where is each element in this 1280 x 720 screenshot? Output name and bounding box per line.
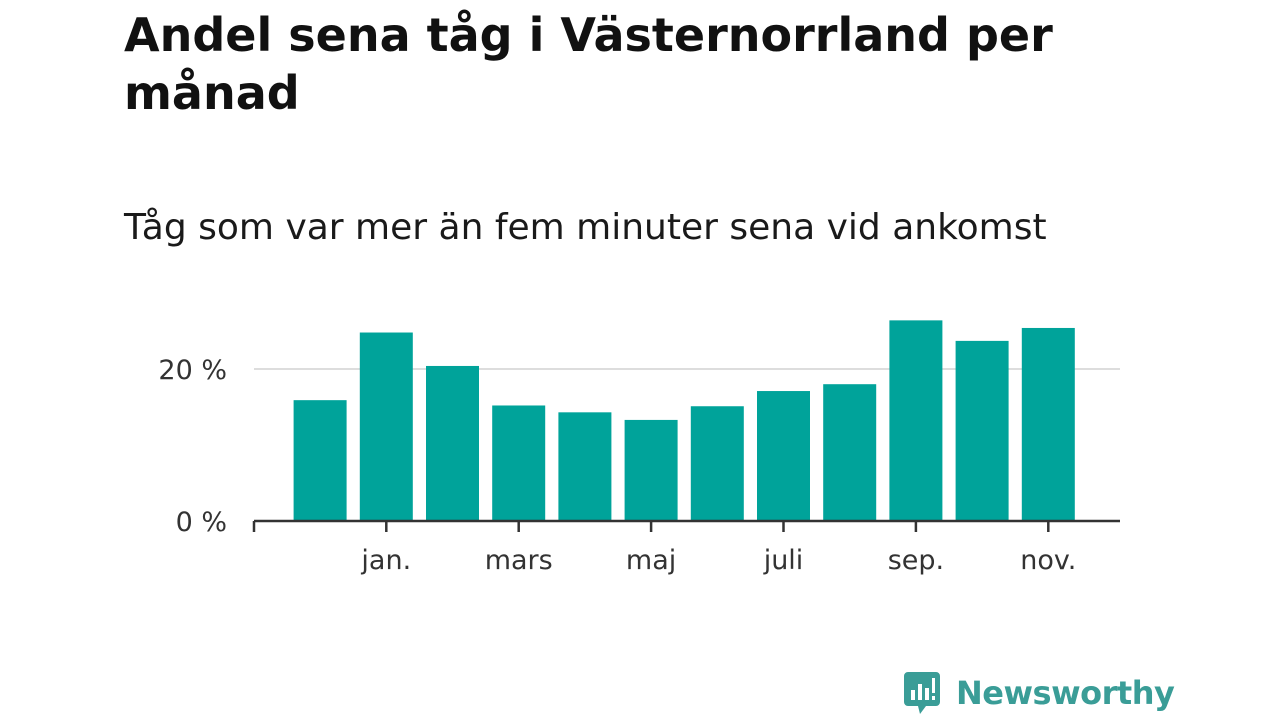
x-tick-label: mars	[485, 545, 553, 576]
chart-subtitle: Tåg som var mer än fem minuter sena vid …	[124, 207, 1047, 248]
y-tick-label: 0 %	[176, 507, 227, 538]
bar-juli	[757, 391, 810, 521]
bar-feb.	[426, 365, 479, 521]
bar-jan.	[359, 332, 413, 521]
bar-mars	[492, 405, 546, 521]
newsworthy-logo: Newsworthy	[902, 670, 1175, 716]
bar-nov.	[1021, 327, 1075, 521]
y-tick-label: 20 %	[158, 355, 227, 386]
x-tick-label: nov.	[1020, 545, 1076, 576]
x-tick-label: jan.	[360, 545, 411, 576]
bar-dec.	[293, 400, 347, 521]
bar-apr.	[558, 412, 612, 521]
newsworthy-logo-text: Newsworthy	[956, 674, 1175, 712]
tick-labels: 0 % 20 % jan. mars maj juli sep. nov.	[158, 355, 1076, 576]
x-tick-label: sep.	[888, 545, 944, 576]
newsworthy-logo-icon	[904, 672, 940, 714]
bar-aug.	[823, 384, 877, 521]
bar-juni	[690, 406, 744, 521]
bar-sep.	[889, 320, 943, 521]
bars	[293, 320, 1075, 521]
bar-okt.	[955, 340, 1009, 521]
bar-maj	[624, 419, 678, 521]
x-axis	[252, 519, 1120, 532]
chart-title: Andel sena tåg i Västernorrland per måna…	[124, 8, 1053, 120]
x-tick-label: maj	[626, 545, 676, 576]
x-tick-label: juli	[763, 545, 804, 576]
